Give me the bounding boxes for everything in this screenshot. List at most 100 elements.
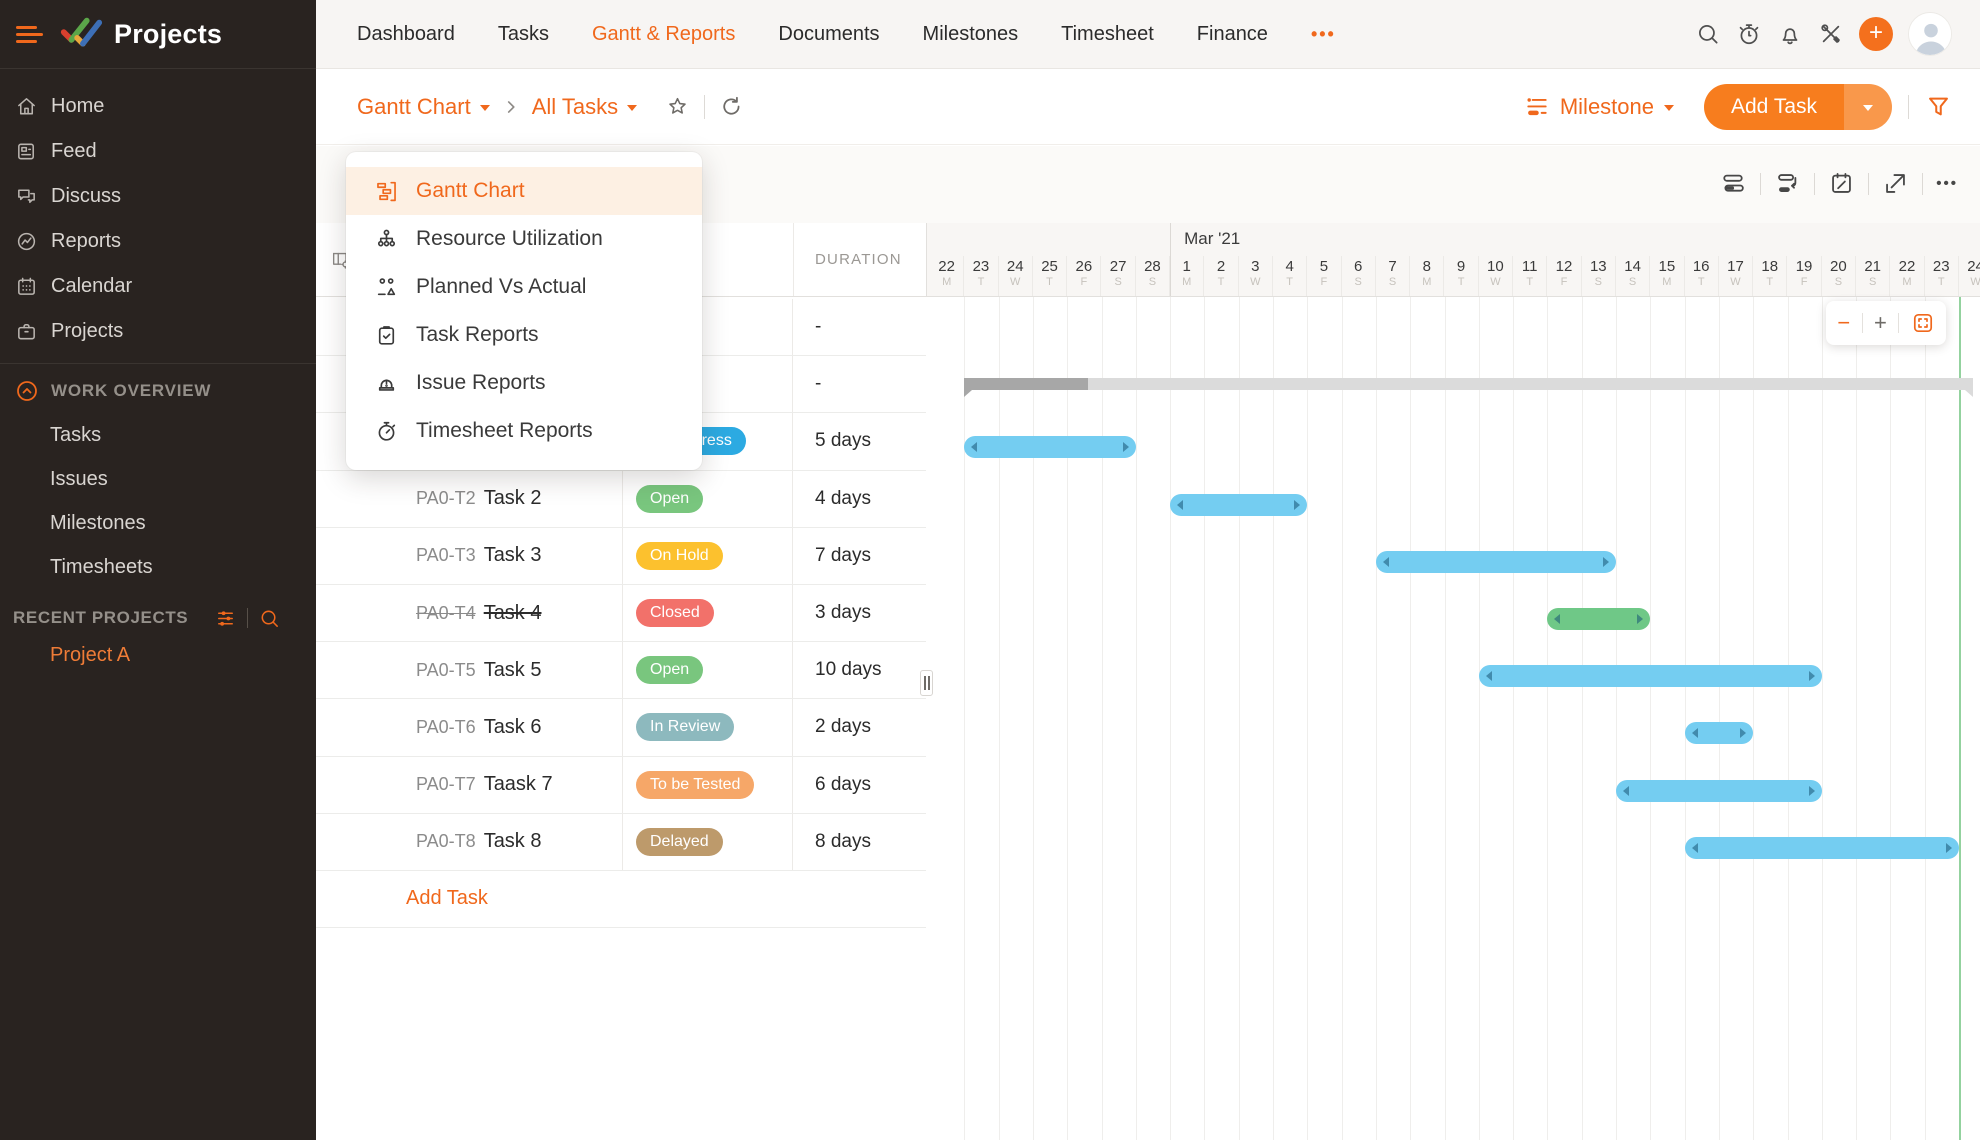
day-header-cell: 26 F <box>1067 256 1102 296</box>
gantt-task-bar[interactable] <box>1170 493 1308 516</box>
avatar[interactable] <box>1908 12 1952 56</box>
filter-funnel-icon[interactable] <box>1925 93 1952 120</box>
sidebar-item-discuss[interactable]: Discuss <box>0 174 316 219</box>
bar-left-handle[interactable] <box>971 442 978 453</box>
status-badge[interactable]: To be Tested <box>636 770 755 799</box>
tab-timesheet[interactable]: Timesheet <box>1061 22 1154 45</box>
parent-task-bar[interactable] <box>964 378 1973 398</box>
tab-finance[interactable]: Finance <box>1196 22 1268 45</box>
add-task-button[interactable]: Add Task <box>1704 83 1892 130</box>
bar-right-handle[interactable] <box>1122 442 1129 453</box>
status-badge[interactable]: Delayed <box>636 827 723 856</box>
tab-tasks[interactable]: Tasks <box>497 22 549 45</box>
task-row[interactable]: PA0-T3 Task 3 On Hold 7 days <box>316 527 926 585</box>
menu-item-planned-vs-actual[interactable]: Planned Vs Actual <box>346 263 702 311</box>
hamburger-menu-icon[interactable] <box>16 25 44 43</box>
tab-milestones[interactable]: Milestones <box>922 22 1019 45</box>
bar-right-handle[interactable] <box>1808 671 1815 682</box>
gantt-task-bar[interactable] <box>1616 779 1822 802</box>
task-name: Task 5 <box>483 658 542 681</box>
reorder-tasks-icon[interactable] <box>1774 170 1801 197</box>
gantt-task-bar[interactable] <box>964 436 1136 459</box>
sidebar-item-timesheets[interactable]: Timesheets <box>50 555 153 578</box>
refresh-icon[interactable] <box>719 94 744 119</box>
status-badge[interactable]: Open <box>636 484 704 513</box>
add-task-inline-button[interactable]: Add Task <box>406 887 488 910</box>
sidebar-item-reports[interactable]: Reports <box>0 219 316 264</box>
scope-selector-button[interactable]: All Tasks <box>532 94 638 120</box>
quick-add-button[interactable]: + <box>1859 17 1893 51</box>
bar-right-handle[interactable] <box>1740 728 1747 739</box>
fit-to-screen-icon[interactable] <box>1911 311 1935 335</box>
menu-item-task-reports[interactable]: Task Reports <box>346 311 702 359</box>
bar-left-handle[interactable] <box>1485 671 1492 682</box>
bar-left-handle[interactable] <box>1691 728 1698 739</box>
search-icon[interactable] <box>1695 21 1721 47</box>
sidebar-item-tasks[interactable]: Tasks <box>50 423 102 446</box>
view-selector-button[interactable]: Gantt Chart <box>357 94 490 120</box>
recent-project-project-a[interactable]: Project A <box>50 643 131 666</box>
task-row[interactable]: PA0-T7 Taask 7 To be Tested 6 days <box>316 756 926 814</box>
task-row[interactable]: PA0-T5 Task 5 Open 10 days <box>316 642 926 700</box>
gantt-task-bar[interactable] <box>1547 608 1651 630</box>
gantt-task-bar[interactable] <box>1478 665 1822 688</box>
schedule-calendar-icon[interactable] <box>1828 170 1855 197</box>
work-overview-header[interactable]: WORK OVERVIEW <box>0 369 316 413</box>
sidebar-item-milestones[interactable]: Milestones <box>50 511 146 534</box>
menu-item-resource-utilization[interactable]: Resource Utilization <box>346 215 702 263</box>
bar-left-handle[interactable] <box>1623 785 1629 796</box>
status-badge[interactable]: Open <box>636 656 704 685</box>
zoom-in-button[interactable]: + <box>1873 310 1887 335</box>
gantt-task-bar[interactable] <box>1684 722 1754 745</box>
project-search-icon[interactable] <box>258 607 281 630</box>
task-duration-cell: 2 days <box>815 716 871 738</box>
expand-view-icon[interactable] <box>1882 170 1909 197</box>
project-filter-sliders-icon[interactable] <box>214 607 237 630</box>
bar-right-handle[interactable] <box>1294 499 1301 510</box>
day-header-cell: 19 F <box>1787 256 1822 296</box>
status-badge[interactable]: In Review <box>636 713 735 742</box>
add-task-dropdown[interactable] <box>1844 83 1892 130</box>
bell-icon[interactable] <box>1777 21 1803 47</box>
status-badge[interactable]: Closed <box>636 599 714 628</box>
menu-item-gantt-chart[interactable]: Gantt Chart <box>346 167 702 215</box>
bar-right-handle[interactable] <box>1945 842 1952 853</box>
sidebar-item-issues[interactable]: Issues <box>50 467 108 490</box>
bar-left-handle[interactable] <box>1382 556 1389 567</box>
sidebar-item-projects[interactable]: Projects <box>0 309 316 354</box>
sidebar-item-feed[interactable]: Feed <box>0 129 316 174</box>
split-drag-handle[interactable] <box>920 670 933 696</box>
tab-documents[interactable]: Documents <box>778 22 880 45</box>
sidebar: Projects Home Feed Discuss Reports Calendar P… <box>0 0 316 1140</box>
task-row[interactable]: PA0-T6 Task 6 In Review 2 days <box>316 699 926 757</box>
timer-icon[interactable] <box>1736 21 1762 47</box>
zoom-out-button[interactable]: − <box>1837 310 1851 335</box>
task-row[interactable]: PA0-T2 Task 2 Open 4 days <box>316 470 926 528</box>
bar-right-handle[interactable] <box>1602 556 1609 567</box>
gantt-task-bar[interactable] <box>1375 550 1616 573</box>
bar-left-handle[interactable] <box>1554 614 1561 624</box>
group-by-milestone-button[interactable]: Milestone <box>1524 94 1674 120</box>
tools-icon[interactable] <box>1818 21 1844 47</box>
menu-item-issue-reports[interactable]: Issue Reports <box>346 359 702 407</box>
sidebar-item-home[interactable]: Home <box>0 84 316 129</box>
tab-gantt-reports[interactable]: Gantt & Reports <box>591 22 736 45</box>
tab-dashboard[interactable]: Dashboard <box>357 22 455 45</box>
sidebar-item-calendar[interactable]: Calendar <box>0 264 316 309</box>
bar-right-handle[interactable] <box>1637 614 1644 624</box>
task-row[interactable]: PA0-T8 Task 8 Delayed 8 days <box>316 813 926 871</box>
gantt-task-bar[interactable] <box>1684 836 1959 859</box>
bar-left-handle[interactable] <box>1177 499 1184 510</box>
menu-item-timesheet-reports[interactable]: Timesheet Reports <box>346 407 702 455</box>
task-id: PA0-T2 <box>416 488 476 509</box>
bar-right-handle[interactable] <box>1808 785 1815 796</box>
nav-more-icon[interactable]: ••• <box>1310 23 1336 44</box>
status-badge[interactable]: On Hold <box>636 541 723 570</box>
more-options-icon[interactable]: ••• <box>1936 175 1958 192</box>
baseline-view-icon[interactable] <box>1720 170 1747 197</box>
task-row[interactable]: PA0-T4 Task 4 Closed 3 days <box>316 584 926 643</box>
bar-left-handle[interactable] <box>1691 842 1698 853</box>
favorite-star-icon[interactable] <box>665 94 690 119</box>
day-of-week: S <box>1148 276 1157 288</box>
